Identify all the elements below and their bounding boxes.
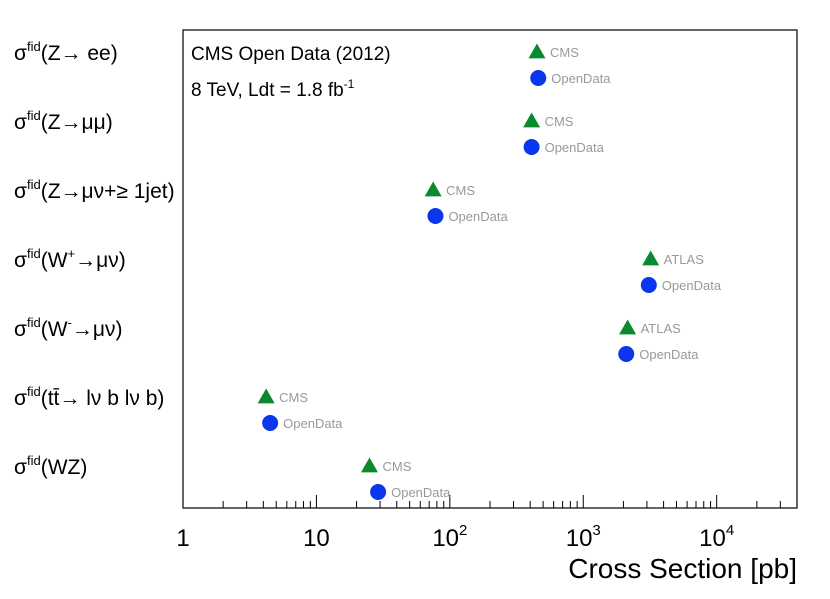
opendata-marker [530, 70, 547, 86]
y-label-text: σ [14, 42, 27, 65]
y-label-text: (W [41, 318, 68, 341]
y-label-text: (W [41, 249, 68, 272]
opendata-label: OpenData [448, 209, 508, 224]
opendata-marker [370, 484, 387, 500]
x-tick-label: 10 [303, 525, 330, 552]
opendata-label: OpenData [391, 485, 451, 500]
reference-marker [424, 181, 442, 197]
y-label-text: (Z→μμ) [41, 111, 113, 134]
reference-marker [642, 250, 660, 266]
x-axis-tick-labels: 1 10 102 103 104 [176, 522, 734, 552]
y-label-text: (Z→ ee) [41, 42, 118, 65]
y-category-label: σfid(Z→μμ) [14, 108, 113, 134]
reference-label: CMS [550, 45, 579, 60]
x-tick-label: 103 [566, 522, 601, 552]
reference-marker [523, 112, 541, 128]
x-tick-base: 10 [432, 525, 459, 552]
x-axis-ticks [182, 495, 798, 508]
opendata-marker [523, 139, 540, 155]
x-tick-base: 10 [566, 525, 593, 552]
annotation-dataset: CMS Open Data (2012) [191, 44, 391, 65]
reference-label: CMS [446, 183, 475, 198]
reference-label: ATLAS [641, 321, 682, 336]
y-category-label: σfid(W+→μν) [14, 246, 126, 272]
reference-marker [361, 457, 379, 473]
annotation-lumi-exponent: -1 [344, 77, 355, 91]
y-label-superscript: fid [27, 453, 41, 468]
reference-marker [528, 43, 546, 59]
y-label-text: σ [14, 318, 27, 341]
opendata-marker [618, 346, 635, 362]
x-tick-base: 10 [303, 525, 330, 552]
x-tick-base: 10 [699, 525, 726, 552]
x-tick-exponent: 4 [726, 522, 734, 539]
opendata-marker [262, 415, 279, 431]
x-tick-label: 1 [176, 525, 189, 552]
y-label-superscript: fid [27, 384, 41, 399]
opendata-label: OpenData [639, 347, 699, 362]
x-tick-exponent: 2 [459, 522, 467, 539]
y-category-label: σfid(Z→ ee) [14, 39, 118, 65]
opendata-label: OpenData [662, 278, 722, 293]
opendata-marker [427, 208, 444, 224]
y-label-text: σ [14, 180, 27, 203]
reference-label: ATLAS [664, 252, 705, 267]
y-label-text: σ [14, 456, 27, 479]
y-label-superscript: fid [27, 177, 41, 192]
reference-marker [257, 388, 275, 404]
y-label-text: (Z→μν+≥ 1jet) [41, 180, 175, 203]
y-label-superscript: + [68, 246, 76, 261]
y-label-superscript: - [68, 315, 72, 330]
reference-label: CMS [545, 114, 574, 129]
y-label-text: σ [14, 249, 27, 272]
y-label-superscript: fid [27, 315, 41, 330]
y-label-text: (tt̄→ lν b lν b) [41, 387, 165, 410]
y-label-superscript: fid [27, 246, 41, 261]
opendata-label: OpenData [283, 416, 343, 431]
x-tick-exponent: 3 [592, 522, 600, 539]
reference-marker [619, 319, 637, 335]
data-points: CMS CMS CMS ATLAS ATLAS CMS CMS OpenData OpenDat… [257, 43, 722, 500]
y-label-superscript: fid [27, 39, 41, 54]
x-tick-base: 1 [176, 525, 189, 552]
annotation-energy-lumi: 8 TeV, Ldt = 1.8 fb-1 [191, 77, 355, 101]
y-label-text: →μν) [75, 249, 126, 272]
x-axis-label: Cross Section [pb] [568, 553, 797, 584]
plot-frame [182, 29, 798, 509]
y-category-label: σfid(W-→μν) [14, 315, 122, 341]
y-category-label: σfid(Z→μν+≥ 1jet) [14, 177, 175, 203]
y-category-label: σfid(WZ) [14, 453, 87, 479]
y-label-superscript: fid [27, 108, 41, 123]
y-category-label: σfid(tt̄→ lν b lν b) [14, 384, 164, 410]
reference-label: CMS [279, 390, 308, 405]
reference-label: CMS [383, 459, 412, 474]
opendata-label: OpenData [545, 140, 605, 155]
y-label-text: σ [14, 387, 27, 410]
opendata-label: OpenData [551, 71, 611, 86]
x-tick-label: 104 [699, 522, 734, 552]
y-label-text: (WZ) [41, 456, 88, 479]
y-label-text: →μν) [72, 318, 123, 341]
x-tick-label: 102 [432, 522, 467, 552]
opendata-marker [640, 277, 657, 293]
y-label-text: σ [14, 111, 27, 134]
y-category-labels: σfid(Z→ ee)σfid(Z→μμ)σfid(Z→μν+≥ 1jet)σf… [14, 39, 175, 479]
annotation-energy-lumi-main: 8 TeV, Ldt = 1.8 fb [191, 80, 344, 101]
